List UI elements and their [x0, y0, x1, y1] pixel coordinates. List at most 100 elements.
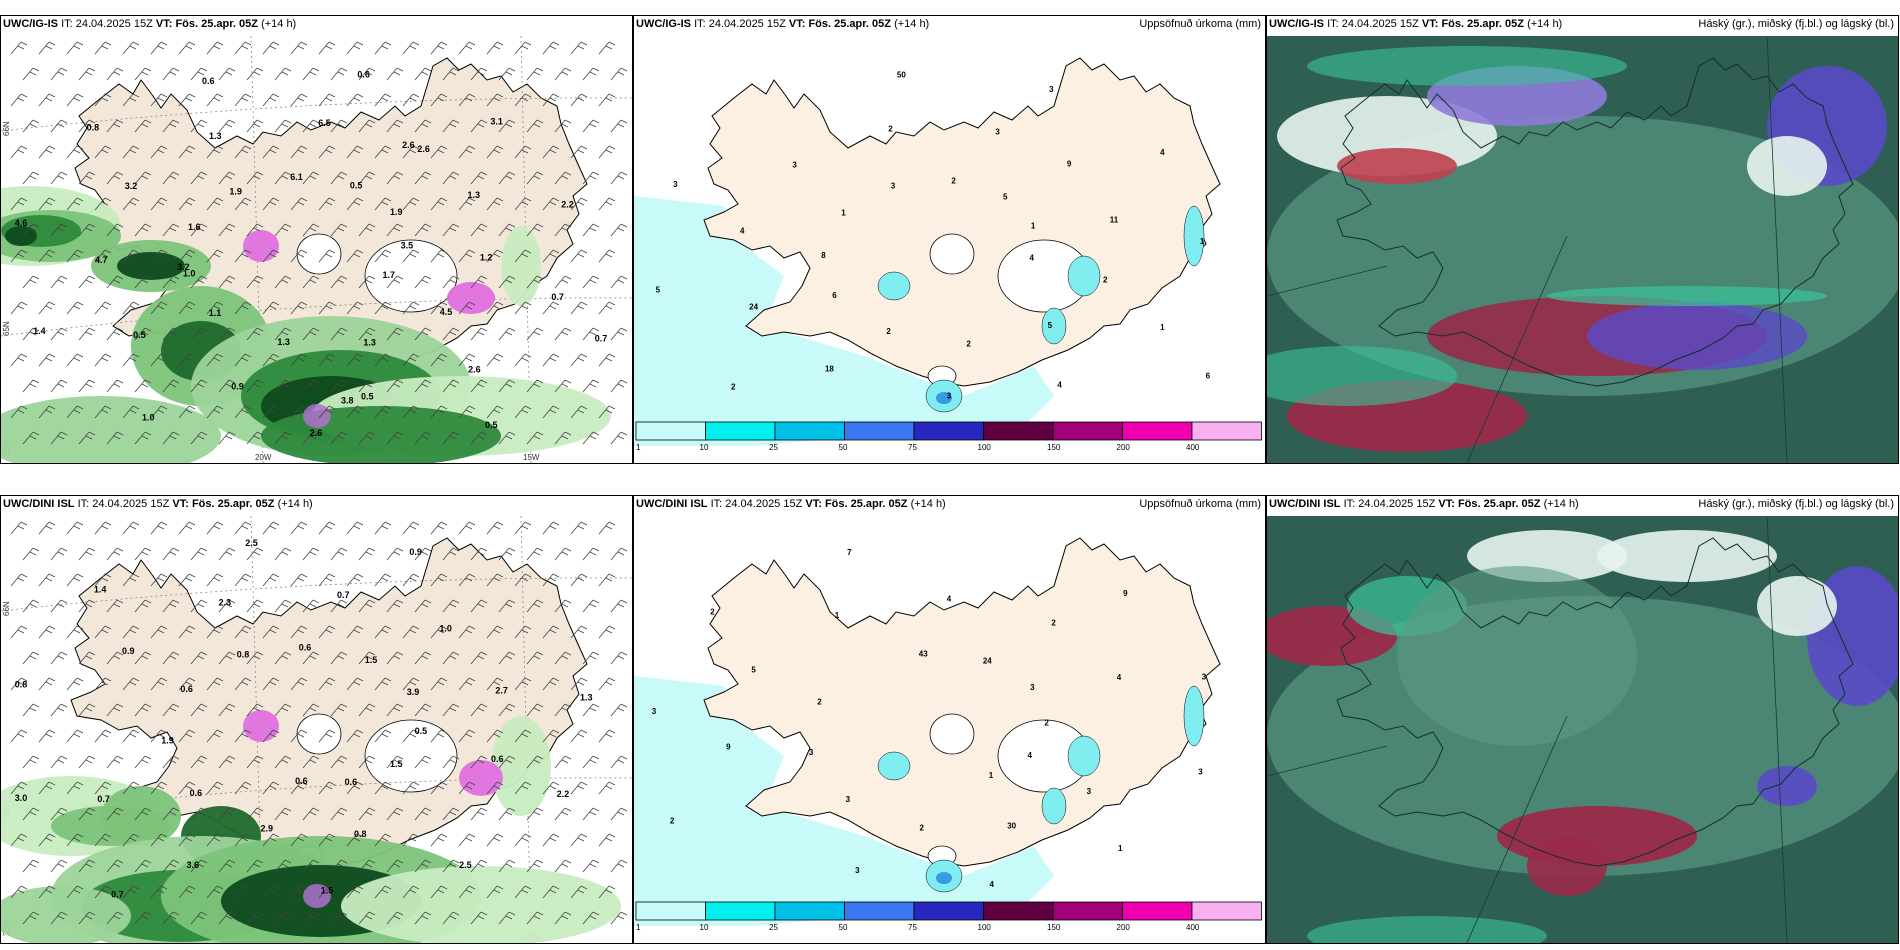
wind-barb — [246, 547, 264, 561]
wind-barb — [346, 781, 364, 795]
precip-blob — [341, 866, 621, 943]
wind-barb — [598, 145, 616, 159]
wind-barb — [430, 521, 448, 535]
wind-barb — [78, 327, 96, 341]
value-label: 1.4 — [33, 326, 46, 336]
wind-barb — [150, 781, 168, 795]
wind-barb — [290, 353, 308, 367]
wind-barb — [218, 119, 236, 133]
wind-barb — [498, 379, 516, 393]
wind-barb — [262, 625, 280, 639]
wind-barb — [374, 625, 392, 639]
precip-blob — [501, 226, 541, 306]
wind-barb — [22, 703, 40, 717]
wind-barb — [330, 755, 348, 769]
wind-barb — [458, 521, 476, 535]
wind-barb — [262, 729, 280, 743]
wind-barb — [302, 911, 320, 925]
wind-barb — [346, 677, 364, 691]
wind-barb — [542, 145, 560, 159]
wind-barb — [554, 547, 572, 561]
wind-barb — [66, 781, 84, 795]
latitude-line-66n — [1, 577, 632, 612]
value-label: 2.6 — [402, 140, 415, 150]
wind-barb — [430, 145, 448, 159]
wind-barb — [162, 807, 180, 821]
wind-barb — [206, 353, 224, 367]
wind-barb — [78, 807, 96, 821]
wind-barb — [442, 431, 460, 445]
wind-barb — [374, 249, 392, 263]
wind-barb — [302, 755, 320, 769]
wind-barb — [234, 197, 252, 211]
wind-barb — [274, 171, 292, 185]
wind-barb — [414, 651, 432, 665]
wind-barb — [302, 327, 320, 341]
wind-barb — [122, 145, 140, 159]
wind-barb — [290, 573, 308, 587]
wind-barb — [554, 275, 572, 289]
wind-barb — [470, 755, 488, 769]
wind-barb — [498, 703, 516, 717]
wind-barb — [22, 119, 40, 133]
wind-barb — [94, 729, 112, 743]
legend-tick-label: 200 — [1117, 923, 1131, 932]
panel-cloud-top: UWC/IG-IS IT: 24.04.2025 15Z VT: Fös. 25… — [1266, 15, 1899, 464]
value-label: 0.9 — [122, 646, 135, 656]
wind-barb — [458, 625, 476, 639]
wind-barb — [190, 755, 208, 769]
wind-barb — [430, 781, 448, 795]
wind-barb — [302, 223, 320, 237]
cloud-blob — [1307, 46, 1627, 86]
cloud-blob — [1597, 530, 1777, 582]
wind-barb — [570, 677, 588, 691]
wind-barb — [290, 41, 308, 55]
wind-barb — [94, 145, 112, 159]
value-label: 2.9 — [260, 823, 273, 833]
wind-barb — [262, 301, 280, 315]
wind-barb — [274, 327, 292, 341]
wind-barb — [386, 651, 404, 665]
wind-barb — [582, 379, 600, 393]
wind-barb — [610, 223, 628, 237]
value-label: 3 — [1202, 672, 1207, 681]
wind-barb — [234, 145, 252, 159]
wind-barb — [610, 119, 628, 133]
wind-barb — [302, 67, 320, 81]
value-label: 6.5 — [318, 118, 331, 128]
wind-barb — [526, 171, 544, 185]
wind-barb — [190, 119, 208, 133]
wind-barb — [374, 197, 392, 211]
cloud-blob — [1757, 576, 1837, 636]
wind-barb — [246, 431, 264, 445]
wind-barb — [178, 353, 196, 367]
value-label: 0.8 — [87, 123, 100, 133]
wind-barb — [486, 301, 504, 315]
legend-swatch — [1052, 421, 1123, 441]
wind-barb — [526, 807, 544, 821]
wind-barb — [262, 353, 280, 367]
precip-cell — [1041, 307, 1067, 345]
wind-barb — [498, 547, 516, 561]
value-label: 50 — [897, 70, 906, 79]
value-label: 30 — [1007, 821, 1016, 830]
wind-barb — [302, 703, 320, 717]
wind-barb — [430, 93, 448, 107]
wind-barb — [330, 223, 348, 237]
wind-barb — [274, 859, 292, 873]
wind-barb — [122, 249, 140, 263]
precip-max — [303, 884, 331, 908]
wind-barb — [582, 431, 600, 445]
wind-barb — [570, 145, 588, 159]
wind-barb — [178, 885, 196, 899]
wind-barb — [358, 171, 376, 185]
wind-barb — [302, 275, 320, 289]
wind-barb — [458, 41, 476, 55]
wind-barb — [66, 249, 84, 263]
wind-barb — [22, 327, 40, 341]
value-label: 2 — [951, 177, 956, 186]
wind-barb — [486, 729, 504, 743]
value-label: 0.5 — [361, 391, 374, 401]
wind-barb — [442, 599, 460, 613]
cloud-blob — [1757, 766, 1817, 806]
